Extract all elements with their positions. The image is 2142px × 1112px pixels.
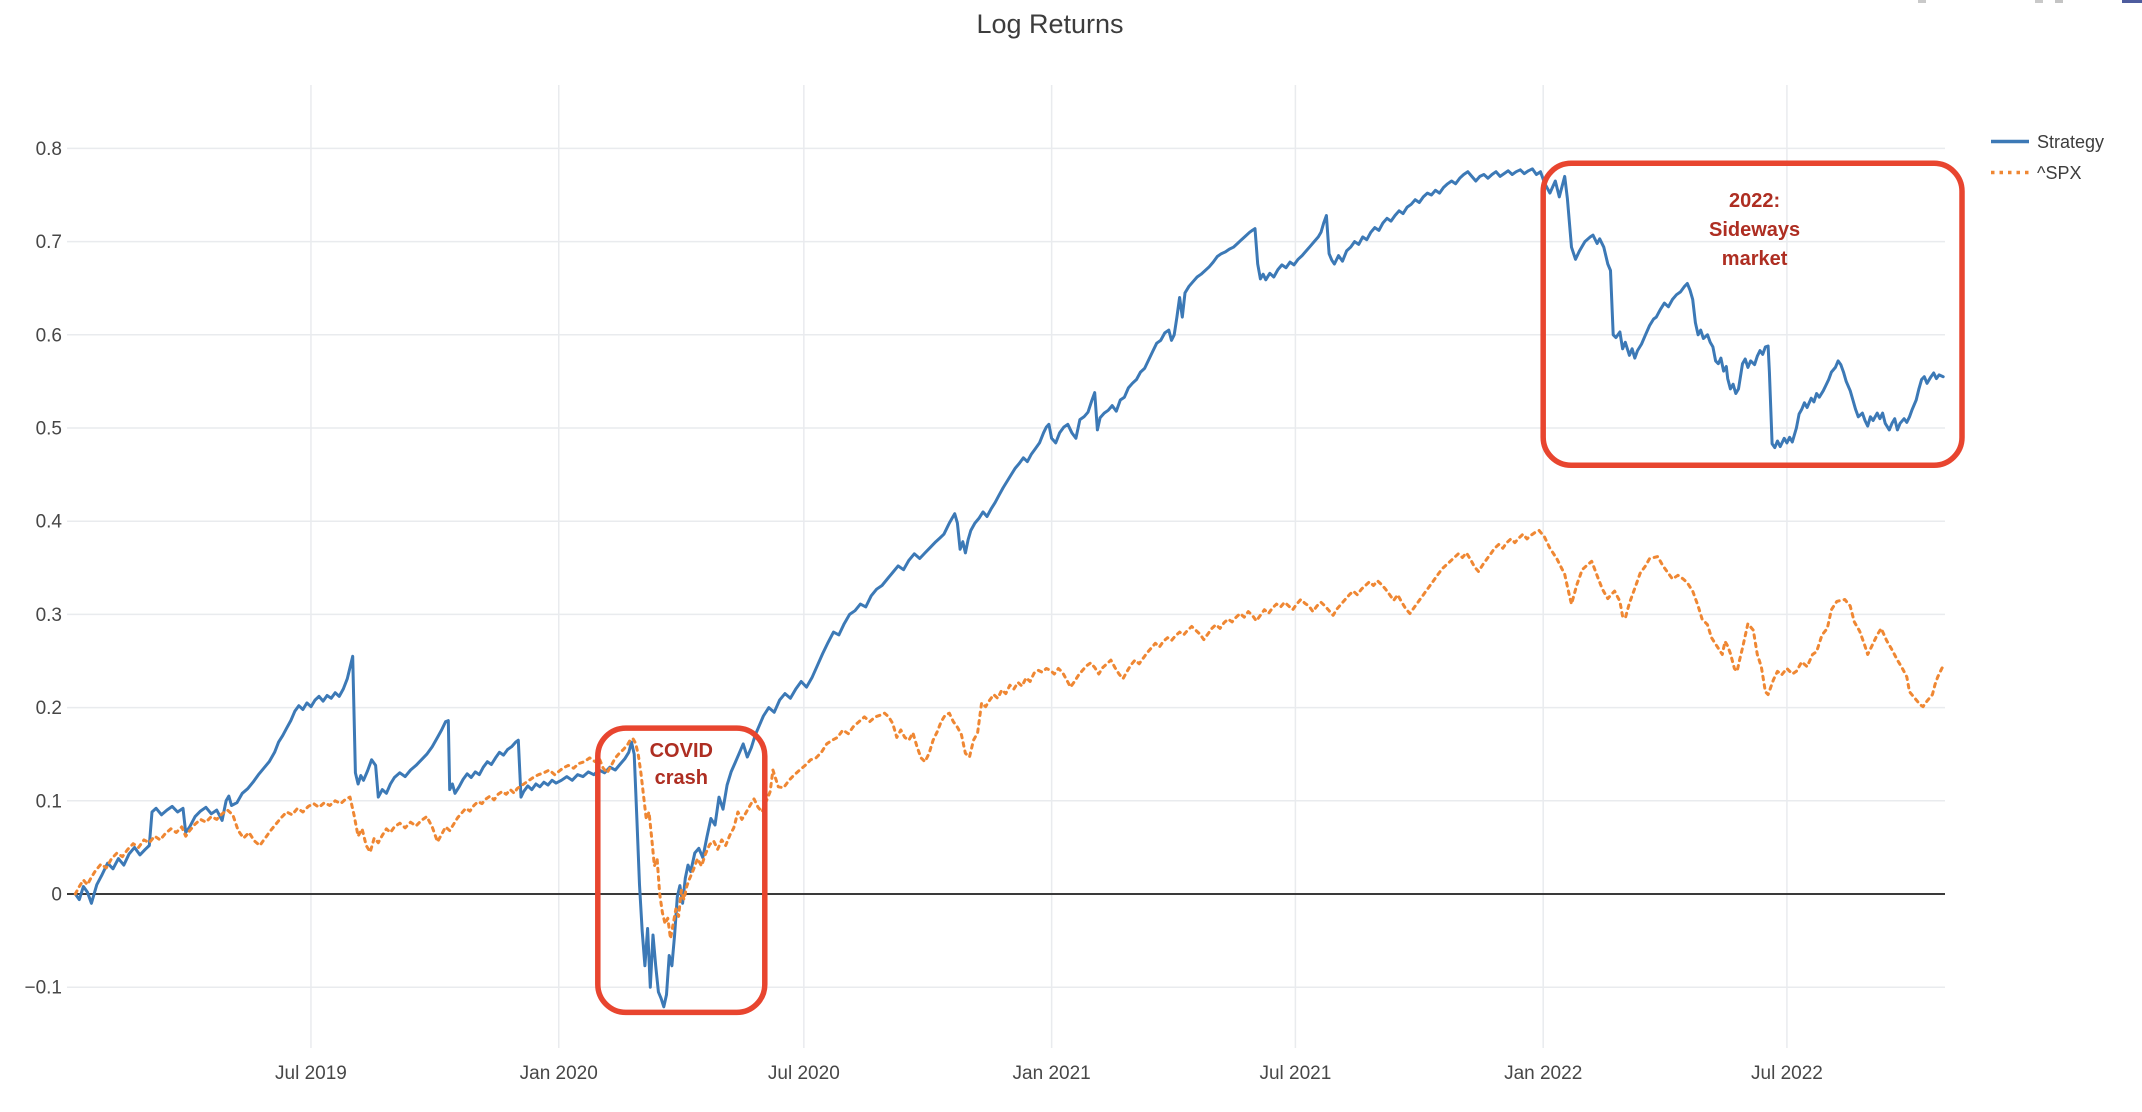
modebar-icon-fragment[interactable] (2035, 0, 2043, 3)
y-tick-label: 0.8 (36, 139, 62, 160)
series-spx (73, 529, 1946, 941)
legend-label-strategy: Strategy (2037, 132, 2104, 152)
grid: 0.8 0.7 0.6 0.5 0.4 0.3 0.2 0.1 0 −0.1 Jul 2019 Jan… (24, 85, 1945, 1084)
x-tick-label: Jul 2019 (275, 1063, 347, 1084)
x-tick-label: Jan 2022 (1504, 1063, 1582, 1084)
annotations: COVID crash 2022: Sideways market (595, 160, 1965, 1016)
annotation-text-sideways-2022: 2022: (1729, 190, 1780, 212)
legend: Strategy ^SPX (1991, 132, 2104, 183)
annotation-text-sideways-2022: market (1722, 248, 1788, 270)
legend-item-strategy[interactable]: Strategy (1991, 132, 2104, 152)
x-tick-label: Jul 2020 (768, 1063, 840, 1084)
annotation-box-covid-crash (595, 725, 768, 1016)
legend-label-spx: ^SPX (2037, 163, 2081, 183)
modebar-cropped-icons[interactable] (1918, 0, 2142, 3)
y-tick-label: 0.6 (36, 325, 62, 346)
x-tick-label: Jan 2021 (1013, 1063, 1091, 1084)
modebar-icon-fragment[interactable] (2055, 0, 2063, 3)
annotation-text-covid-crash: crash (655, 767, 708, 789)
y-tick-label: −0.1 (24, 978, 62, 999)
modebar-icon-fragment[interactable] (1918, 0, 1926, 3)
chart-title: Log Returns (976, 9, 1123, 39)
annotation-box-sideways-2022 (1540, 160, 1965, 469)
y-tick-label: 0.4 (36, 512, 63, 533)
x-tick-label: Jul 2021 (1259, 1063, 1331, 1084)
series (73, 167, 1946, 1009)
x-tick-label: Jan 2020 (520, 1063, 598, 1084)
y-tick-label: 0.5 (36, 419, 62, 440)
y-tick-label: 0.3 (36, 605, 62, 626)
modebar-icon-fragment[interactable] (2122, 0, 2142, 3)
legend-item-spx[interactable]: ^SPX (1991, 163, 2081, 183)
y-tick-label: 0.2 (36, 698, 62, 719)
y-tick-label: 0 (51, 885, 62, 906)
series-strategy (73, 167, 1945, 1009)
y-tick-label: 0.7 (36, 232, 62, 253)
y-tick-label: 0.1 (36, 791, 62, 812)
x-tick-label: Jul 2022 (1751, 1063, 1823, 1084)
annotation-text-covid-crash: COVID (650, 740, 713, 762)
annotation-text-sideways-2022: Sideways (1709, 219, 1800, 241)
